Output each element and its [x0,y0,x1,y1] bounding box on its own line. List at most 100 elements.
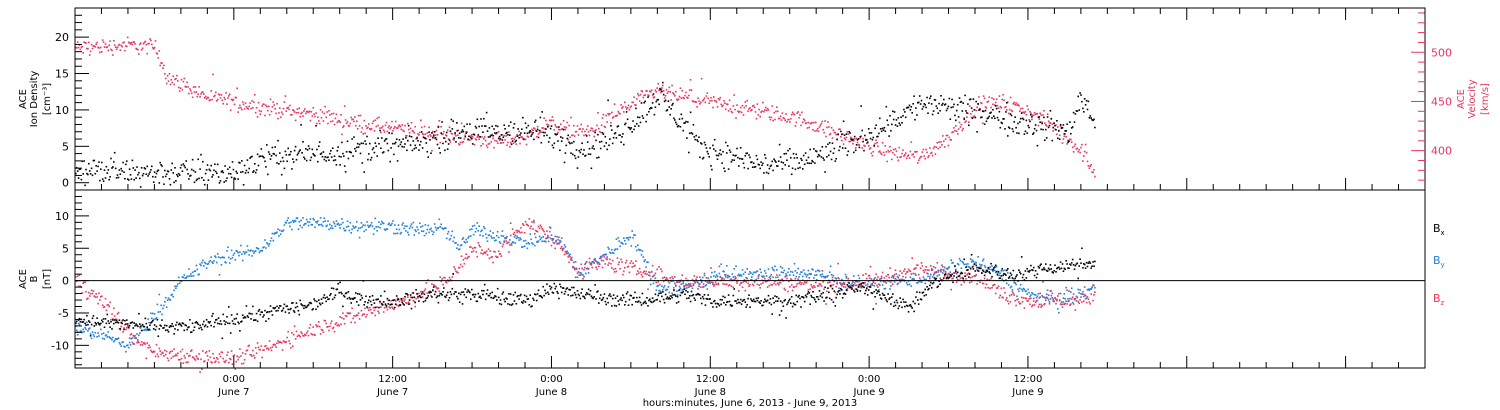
bz-series-point [177,358,180,361]
by-series-point [121,341,123,344]
velocity-series-point [683,97,685,100]
bz-series-point [507,241,509,244]
by-series-point [484,233,487,235]
by-series-point [859,284,862,286]
bz-series-point [654,272,657,275]
by-series-point [831,279,834,281]
velocity-series-point [432,133,435,136]
velocity-series-point [157,57,160,59]
bz-series-point [655,281,658,284]
bx-series-point [241,314,244,316]
bx-series-point [212,312,214,315]
bx-series-point [464,288,467,290]
bz-series-point [810,284,812,286]
bx-series-point [435,296,438,299]
velocity-series-point [273,104,275,106]
bz-series-point [85,290,87,293]
bz-series-point [611,267,613,269]
density-series-point [871,138,874,141]
bx-series-point [196,322,199,324]
velocity-series-point [627,104,630,107]
by-series-point [117,337,120,339]
bx-series-point [379,300,381,303]
by-series-point [1057,308,1059,310]
bx-series-point [99,322,101,325]
velocity-series-point [556,126,558,129]
bz-series-point [771,284,773,286]
velocity-series-point [417,133,419,135]
by-series-point [223,256,225,259]
bz-series-point [432,284,435,286]
velocity-series-point [1092,171,1094,174]
density-series-point [92,159,95,162]
velocity-series-point [319,109,322,111]
bz-series-point [704,280,707,282]
velocity-series-point [228,95,230,97]
velocity-series-point [607,113,609,115]
bz-series-point [310,332,313,335]
bx-series-point [463,293,466,296]
bz-series-point [491,256,493,258]
bz-series-point [522,223,524,225]
bz-series-point [760,283,762,285]
density-series-point [741,158,744,160]
velocity-series-point [615,115,618,117]
density-series-point [90,167,93,170]
by-series-point [751,273,754,275]
bz-series-point [392,307,394,309]
by-series-point [126,344,129,346]
by-series-point [1011,289,1014,291]
bz-series-point [641,276,644,278]
density-series-point [371,148,374,151]
density-series-point [432,135,435,137]
velocity-series-point [629,106,632,109]
by-series-point [722,270,724,272]
velocity-series-point [386,130,389,133]
velocity-series-point [190,90,192,92]
by-series-point [600,256,603,258]
density-series-point [339,164,341,166]
velocity-series-point [1040,114,1042,116]
density-series-point [761,164,763,167]
density-series-point [507,134,509,136]
velocity-series-point [843,137,846,139]
bz-series-point [1056,299,1058,302]
density-series-point [112,166,114,168]
density-series-point [342,152,344,155]
density-series-point [920,99,923,102]
density-series-point [708,156,710,158]
bx-series-point [221,337,224,340]
density-series-point [182,163,185,165]
by-series-point [361,226,364,228]
density-series-point [733,159,735,161]
density-series-point [261,155,263,157]
bz-series-point [939,277,941,280]
density-series-point [689,111,692,114]
velocity-series-point [752,104,755,107]
bz-series-point [1058,299,1061,302]
velocity-series-point [576,125,579,127]
density-series-point [471,137,473,140]
bx-series-point [452,273,454,275]
velocity-series-point [557,131,559,134]
density-series-point [618,134,620,136]
bz-series-point [558,236,560,239]
by-series-point [427,224,429,227]
density-series-point [880,130,883,133]
density-series-point [538,129,541,132]
bz-series-point [1088,301,1091,303]
bz-series-point [739,284,741,286]
velocity-series-point [757,114,760,116]
by-series-point [986,269,989,272]
bz-series-point [566,250,569,253]
by-series-point [557,238,559,241]
bz-series-point [488,257,491,260]
bz-series-point [1004,292,1006,294]
density-series-point [990,111,992,114]
bz-series-point [714,281,717,284]
velocity-series-point [701,99,704,102]
bz-series-point [1078,302,1080,304]
bz-series-point [459,263,462,266]
bx-series-point [126,323,129,325]
bz-series-point [522,224,525,227]
